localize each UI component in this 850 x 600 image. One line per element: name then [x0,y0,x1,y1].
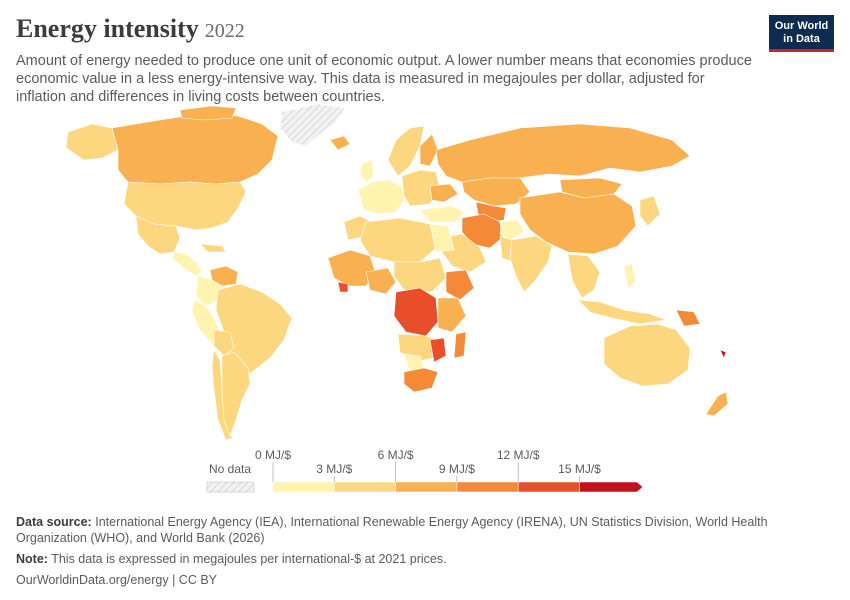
country-madagascar[interactable] [453,331,467,359]
country-egypt[interactable] [429,223,455,253]
country-ukraine[interactable] [429,183,459,203]
note-label: Note: [16,552,48,566]
logo-line-1: Our World [774,20,829,32]
legend-svg: No data 0 MJ/$ 6 MJ/$ 12 MJ/$ 3 MJ/$ 9 MJ/$ 1… [206,448,644,493]
country-norway-sweden[interactable] [387,125,425,177]
legend-no-data-label: No data [209,462,251,476]
source-label: Data source: [16,515,92,529]
country-iran[interactable] [461,213,503,249]
legend-no-data-swatch [206,481,255,493]
legend-bottom-label-0: 3 MJ/$ [316,462,352,476]
country-sierra-leone[interactable] [337,281,349,293]
country-iceland[interactable] [329,135,351,151]
country-greenland[interactable] [279,103,346,147]
chart-title: Energy intensity 2022 [16,14,245,44]
owid-logo[interactable]: Our World in Data [769,15,834,52]
country-alaska[interactable] [65,123,119,161]
country-philippines[interactable] [623,263,637,289]
country-mozambique[interactable] [429,337,447,363]
country-uk[interactable] [359,159,375,183]
country-sudan-chad[interactable] [393,257,447,293]
country-australia[interactable] [603,323,691,387]
country-bolivia[interactable] [213,329,235,357]
country-new-caledonia[interactable] [719,349,727,359]
legend-bin-0 [272,481,335,493]
country-central-america[interactable] [171,251,203,277]
country-turkey[interactable] [419,205,465,223]
country-indonesia[interactable] [577,299,667,325]
chart-footer: Data source: International Energy Agency… [16,514,816,593]
country-ethiopia[interactable] [445,269,475,301]
source-text: International Energy Agency (IEA), Inter… [16,515,768,545]
title-text: Energy intensity [16,14,199,43]
title-year: 2022 [204,20,245,42]
legend-top-label-2: 12 MJ/$ [497,448,540,462]
legend-bin-5 [579,481,644,493]
country-cuba[interactable] [199,243,227,253]
legend-bin-2 [395,481,458,493]
note-line: Note: This data is expressed in megajoul… [16,551,816,567]
country-algeria-libya[interactable] [359,217,437,263]
source-line: Data source: International Energy Agency… [16,514,816,546]
country-nigeria[interactable] [365,267,397,295]
country-china[interactable] [519,191,637,255]
legend-bottom-label-2: 15 MJ/$ [558,462,601,476]
country-southeast-asia[interactable] [567,253,601,299]
country-finland[interactable] [419,133,439,167]
country-russia[interactable] [435,123,691,183]
country-canada-islands[interactable] [179,105,237,121]
country-east-africa[interactable] [437,297,467,333]
country-kazakhstan[interactable] [461,177,531,207]
legend-bottom-label-1: 9 MJ/$ [439,462,475,476]
legend-top-label-0: 0 MJ/$ [255,448,291,462]
note-text: This data is expressed in megajoules per… [51,552,447,566]
country-korea-japan[interactable] [639,195,661,227]
country-canada[interactable] [111,113,279,185]
world-map [65,103,729,440]
country-papua-new-guinea[interactable] [675,309,701,327]
country-new-zealand[interactable] [705,391,729,417]
country-india[interactable] [509,235,553,293]
legend-bin-1 [334,481,396,493]
legend-bin-4 [517,481,580,493]
logo-line-2: in Data [783,33,820,45]
country-western-europe[interactable] [357,179,405,215]
credit-line[interactable]: OurWorldinData.org/energy | CC BY [16,573,218,587]
map-legend: No data 0 MJ/$ 6 MJ/$ 12 MJ/$ 3 MJ/$ 9 MJ/$ 1… [0,440,850,500]
country-argentina[interactable] [221,351,251,437]
legend-top-label-1: 6 MJ/$ [378,448,414,462]
country-afghanistan[interactable] [499,219,525,241]
country-drc[interactable] [393,287,439,337]
legend-bin-3 [456,481,519,493]
country-south-africa[interactable] [403,367,439,393]
chart-subtitle: Amount of energy needed to produce one u… [16,53,752,105]
